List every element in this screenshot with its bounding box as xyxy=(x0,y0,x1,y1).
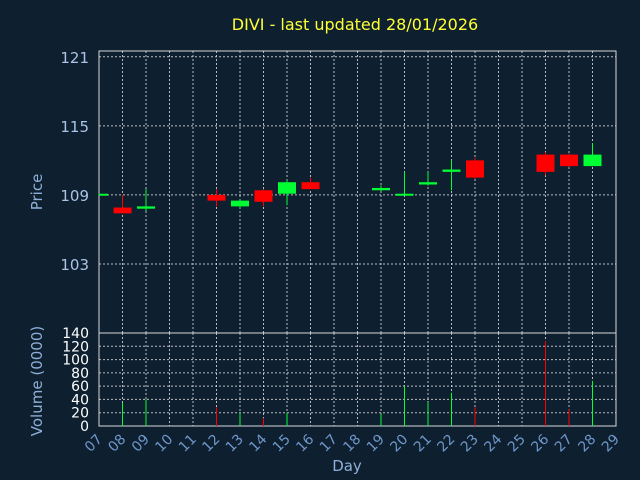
day-tick-label: 21 xyxy=(411,432,435,456)
chart-title: DIVI - last updated 28/01/2026 xyxy=(232,15,478,34)
day-tick-label: 07 xyxy=(82,432,106,456)
day-tick-label: 11 xyxy=(176,432,200,456)
candle-body xyxy=(278,182,296,194)
day-tick-label: 16 xyxy=(293,431,317,455)
candle-body xyxy=(254,190,273,202)
price-tick-label: 109 xyxy=(60,187,89,205)
price-tick-label: 103 xyxy=(60,256,89,274)
volume-tick-label: 0 xyxy=(80,419,89,435)
candle-body xyxy=(466,160,484,178)
day-tick-label: 17 xyxy=(317,432,341,456)
day-tick-label: 20 xyxy=(387,432,411,456)
day-tick-label: 12 xyxy=(199,432,223,456)
day-tick-label: 25 xyxy=(505,432,529,456)
day-axis-label: Day xyxy=(332,457,362,475)
day-tick-label: 18 xyxy=(340,432,364,456)
price-tick-label: 121 xyxy=(60,49,89,67)
day-tick-label: 22 xyxy=(434,432,458,456)
candle-body xyxy=(99,193,108,196)
candle-body xyxy=(372,187,390,191)
day-tick-label: 26 xyxy=(528,431,552,455)
volume-tick-label: 120 xyxy=(62,339,89,355)
candle-body xyxy=(419,182,437,185)
price-axis-label: Price xyxy=(28,174,46,211)
day-tick-label: 09 xyxy=(129,432,153,456)
volume-frame xyxy=(98,332,617,427)
day-tick-label: 08 xyxy=(105,432,129,456)
day-tick-label: 27 xyxy=(552,432,576,456)
day-tick-label: 14 xyxy=(246,431,270,455)
day-tick-label: 13 xyxy=(223,432,247,456)
candle-body xyxy=(207,194,226,201)
candle-body xyxy=(231,200,249,207)
volume-tick-label: 140 xyxy=(62,326,89,342)
day-tick-label: 10 xyxy=(152,432,176,456)
volume-tick-label: 20 xyxy=(71,406,89,422)
day-tick-label: 23 xyxy=(458,432,482,456)
volume-tick-label: 80 xyxy=(71,366,89,382)
candle-body xyxy=(395,193,414,196)
day-tick-label: 15 xyxy=(270,432,294,456)
candle-body xyxy=(301,182,320,190)
candle-body xyxy=(442,169,461,172)
price-panel: 103 109 115 121 xyxy=(60,49,617,334)
day-tick-label: 24 xyxy=(481,431,505,455)
candle-body xyxy=(583,154,602,167)
candle-body xyxy=(560,154,578,167)
volume-tick-label: 100 xyxy=(62,353,89,369)
day-tick-label: 19 xyxy=(364,432,388,456)
price-tick-label: 115 xyxy=(60,118,89,136)
day-tick-label: 28 xyxy=(575,432,599,456)
candle-body xyxy=(536,154,555,172)
volume-tick-label: 40 xyxy=(71,392,89,408)
candle-body xyxy=(137,206,155,209)
candle-body xyxy=(113,207,132,214)
day-tick-label: 29 xyxy=(599,432,623,456)
volume-axis-label: Volume (0000) xyxy=(28,326,46,436)
volume-tick-label: 60 xyxy=(71,379,89,395)
